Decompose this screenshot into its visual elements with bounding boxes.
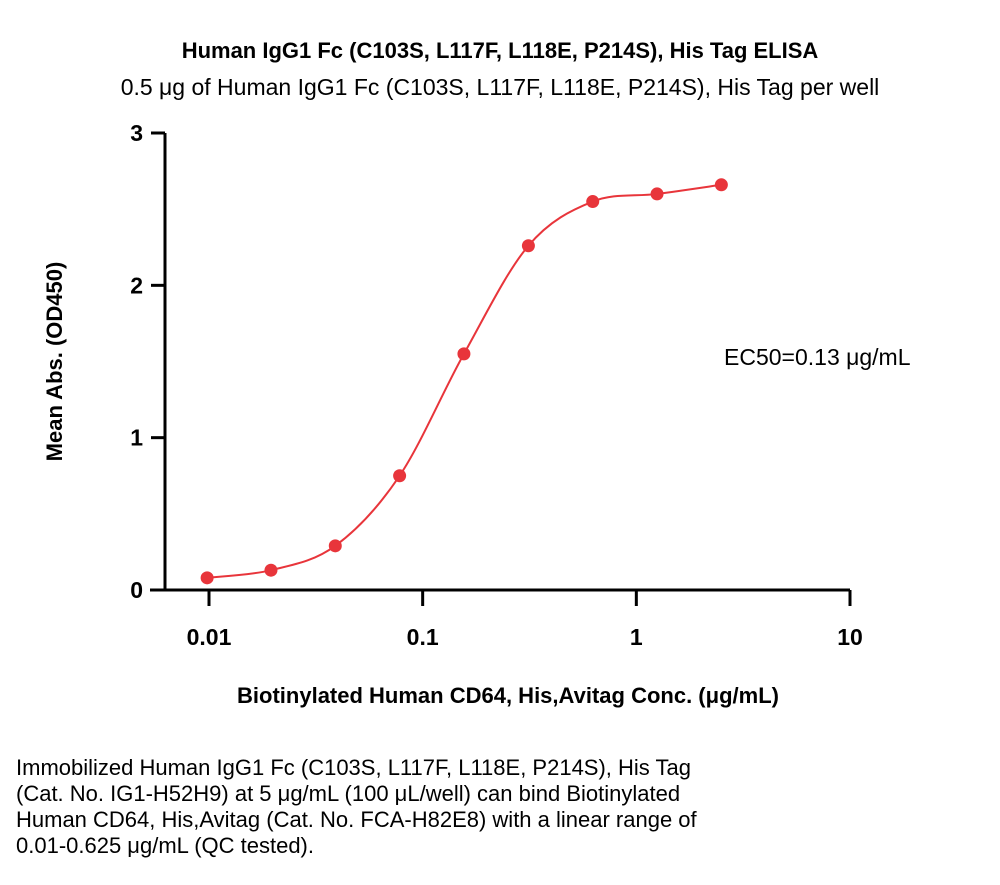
- chart-subtitle: 0.5 μg of Human IgG1 Fc (C103S, L117F, L…: [120, 74, 880, 100]
- y-tick-label: 3: [130, 120, 143, 146]
- data-point: [200, 571, 214, 585]
- x-tick-label: 0.01: [187, 624, 232, 650]
- x-axis-label: Biotinylated Human CD64, His,Avitag Conc…: [237, 683, 779, 708]
- y-tick-label: 2: [130, 272, 143, 298]
- ec50-annotation: EC50=0.13 μg/mL: [724, 344, 911, 370]
- fit-curve: [207, 183, 722, 579]
- data-point: [521, 239, 535, 253]
- axes: 0 1 2 3 0.01 0.1 1 10: [130, 120, 863, 650]
- fit-curve-layer: [207, 183, 722, 579]
- elisa-chart: 0 1 2 3 0.01 0.1 1 10 Mean Abs. (OD450) Biotiny…: [42, 120, 911, 708]
- y-axis-label: Mean Abs. (OD450): [42, 262, 67, 462]
- data-point: [393, 469, 407, 483]
- y-tick-label: 0: [130, 577, 143, 603]
- data-points-layer: [200, 178, 728, 585]
- data-point: [714, 178, 728, 192]
- data-point: [457, 347, 471, 361]
- data-point: [264, 563, 278, 577]
- x-tick-label: 1: [630, 624, 643, 650]
- figure-caption: Immobilized Human IgG1 Fc (C103S, L117F,…: [16, 755, 697, 858]
- data-point: [650, 187, 664, 201]
- y-tick-label: 1: [130, 425, 143, 451]
- data-point: [328, 539, 342, 553]
- x-tick-label: 0.1: [407, 624, 439, 650]
- data-point: [586, 195, 600, 209]
- x-tick-label: 10: [837, 624, 863, 650]
- chart-title: Human IgG1 Fc (C103S, L117F, L118E, P214…: [181, 38, 819, 63]
